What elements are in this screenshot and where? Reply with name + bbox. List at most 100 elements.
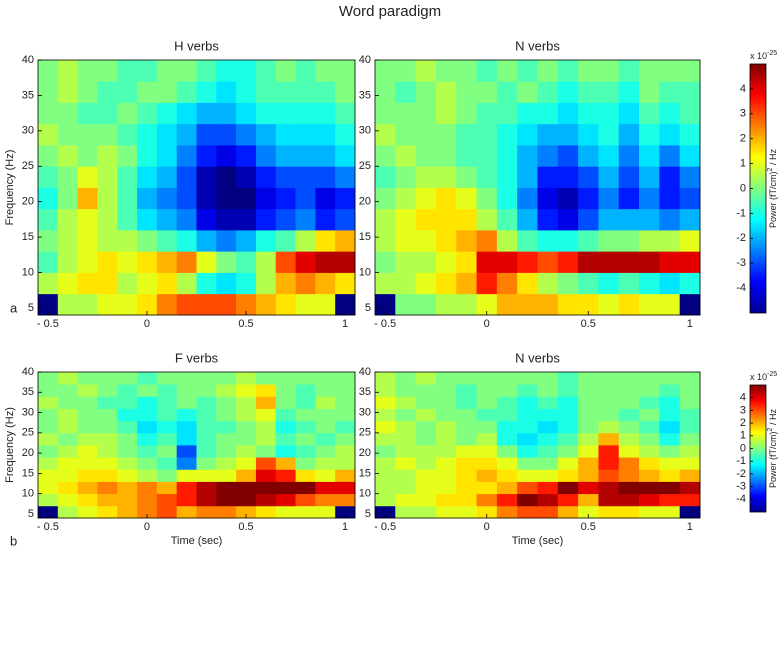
heatmap-cell bbox=[236, 408, 257, 422]
heatmap-cell bbox=[557, 372, 579, 385]
heatmap-cell bbox=[156, 187, 178, 210]
heatmap-cell bbox=[659, 469, 681, 482]
heatmap-cell bbox=[598, 493, 620, 507]
heatmap-cell bbox=[295, 445, 316, 458]
x-tick-label: 0 bbox=[484, 318, 490, 330]
heatmap-cell bbox=[537, 251, 559, 273]
heatmap-cell bbox=[196, 457, 217, 470]
heatmap-cell bbox=[537, 293, 559, 316]
heatmap-cell bbox=[395, 251, 417, 273]
heatmap-cell bbox=[156, 166, 178, 188]
heatmap-cell bbox=[537, 481, 559, 495]
heatmap-cell bbox=[496, 420, 518, 434]
heatmap-cell bbox=[517, 251, 538, 273]
colorbar-tick-label: 2 bbox=[740, 133, 746, 145]
heatmap-cell bbox=[517, 293, 538, 316]
heatmap-cell bbox=[97, 145, 118, 167]
heatmap-cell bbox=[216, 230, 237, 252]
heatmap-cell bbox=[236, 272, 257, 295]
heatmap-cell bbox=[537, 372, 559, 385]
heatmap-cell bbox=[255, 272, 277, 295]
heatmap-cell bbox=[639, 469, 660, 482]
heatmap-cell bbox=[618, 384, 640, 397]
y-tick-label: 15 bbox=[359, 467, 371, 479]
x-tick-label: - 0.5 bbox=[37, 318, 59, 330]
heatmap-cell bbox=[557, 384, 579, 397]
heatmap-cell bbox=[335, 408, 356, 422]
colorbar-label: Power (fT/cm)2 / Hz bbox=[767, 149, 779, 228]
y-tick-label: 20 bbox=[22, 196, 34, 208]
heatmap-cell bbox=[496, 396, 518, 409]
heatmap-cell bbox=[395, 102, 417, 125]
heatmap-cell bbox=[97, 102, 118, 125]
heatmap-cell bbox=[557, 230, 579, 252]
heatmap-cell bbox=[156, 145, 178, 167]
heatmap-cell bbox=[496, 230, 518, 252]
heatmap-cell bbox=[435, 493, 457, 507]
heatmap-cell bbox=[659, 372, 681, 385]
heatmap-cell bbox=[335, 60, 356, 82]
heatmap-cell bbox=[476, 481, 498, 495]
heatmap-cell bbox=[537, 166, 559, 188]
heatmap-cell bbox=[97, 60, 118, 82]
heatmap-cell bbox=[435, 60, 457, 82]
heatmap-cell bbox=[679, 505, 701, 519]
heatmap-cell bbox=[496, 457, 518, 470]
heatmap-cell bbox=[517, 493, 538, 507]
heatmap-cell bbox=[117, 293, 138, 316]
heatmap-cell bbox=[415, 251, 437, 273]
colorbar-tick-label: -1 bbox=[736, 455, 746, 467]
heatmap-cell bbox=[236, 457, 257, 470]
heatmap-cell bbox=[415, 102, 437, 125]
heatmap-cell bbox=[295, 469, 316, 482]
y-tick-label: 25 bbox=[359, 427, 371, 439]
heatmap-cell bbox=[496, 145, 518, 167]
heatmap-cell bbox=[216, 123, 237, 146]
heatmap-cell bbox=[97, 469, 118, 482]
y-tick-label: 20 bbox=[359, 447, 371, 459]
heatmap-cell bbox=[537, 505, 559, 519]
heatmap-cell bbox=[295, 208, 316, 231]
heatmap-cell bbox=[415, 81, 437, 103]
heatmap-cell bbox=[57, 293, 79, 316]
heatmap-cell bbox=[77, 493, 98, 507]
heatmap-cell bbox=[496, 293, 518, 316]
y-tick-label: 25 bbox=[359, 160, 371, 172]
heatmap-cell bbox=[275, 145, 296, 167]
heatmap-cell bbox=[415, 469, 437, 482]
heatmap-cell bbox=[156, 60, 178, 82]
heatmap-cell bbox=[77, 145, 98, 167]
heatmap-cell bbox=[375, 166, 396, 188]
heatmap-cell bbox=[557, 166, 579, 188]
heatmap-cell bbox=[216, 208, 237, 231]
heatmap-cell bbox=[395, 457, 417, 470]
heatmap-cell bbox=[38, 272, 59, 295]
heatmap-cell bbox=[456, 187, 477, 210]
heatmap-cell bbox=[315, 272, 336, 295]
heatmap-cell bbox=[255, 408, 277, 422]
heatmap-cell bbox=[216, 457, 237, 470]
colorbar-tick-label: -3 bbox=[736, 481, 746, 493]
heatmap-cell bbox=[435, 230, 457, 252]
heatmap-cell bbox=[476, 230, 498, 252]
heatmap-cell bbox=[236, 420, 257, 434]
heatmap-cell bbox=[295, 505, 316, 519]
heatmap-cell bbox=[496, 493, 518, 507]
heatmap-cell bbox=[97, 187, 118, 210]
heatmap-cell bbox=[216, 145, 237, 167]
heatmap-cell bbox=[77, 445, 98, 458]
heatmap-cell bbox=[156, 505, 178, 519]
y-tick-label: 10 bbox=[22, 266, 34, 278]
heatmap-cell bbox=[557, 102, 579, 125]
heatmap-cell bbox=[435, 396, 457, 409]
heatmap-cell bbox=[679, 420, 701, 434]
heatmap-cell bbox=[375, 208, 396, 231]
heatmap-cell bbox=[315, 445, 336, 458]
heatmap-cell bbox=[176, 251, 197, 273]
heatmap-cell bbox=[537, 187, 559, 210]
heatmap-cell bbox=[578, 457, 599, 470]
heatmap-cell bbox=[435, 208, 457, 231]
heatmap-cell bbox=[659, 384, 681, 397]
heatmap-cell bbox=[315, 505, 336, 519]
heatmap-cell bbox=[639, 145, 660, 167]
